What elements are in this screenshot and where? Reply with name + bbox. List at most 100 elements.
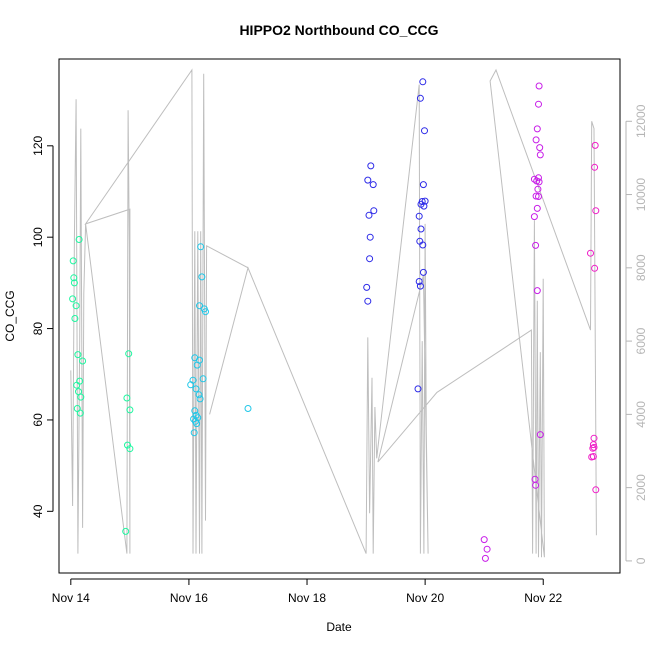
data-point [532, 192, 540, 200]
data-point [419, 181, 427, 189]
data-point [419, 241, 427, 249]
data-point [417, 225, 425, 233]
altitude-series-line [70, 68, 597, 558]
data-point [535, 100, 542, 108]
data-point [192, 385, 200, 393]
y-tick-label: 60 [31, 413, 45, 427]
data-point [419, 268, 427, 276]
data-point [418, 198, 426, 205]
data-point [190, 429, 198, 437]
plot-frame [58, 58, 621, 574]
x-tick-label: Nov 18 [288, 591, 326, 605]
data-point [125, 350, 133, 358]
y2-tick-label: 0 [634, 557, 648, 564]
data-point [591, 264, 599, 272]
data-point [197, 243, 205, 251]
data-point [587, 249, 594, 257]
y-tick-label: 100 [31, 227, 45, 247]
data-point [415, 212, 423, 220]
y2-tick-label: 6000 [634, 327, 648, 354]
data-point [196, 302, 203, 310]
data-point [70, 274, 78, 282]
data-point [534, 185, 542, 193]
data-point [590, 443, 598, 451]
data-point [416, 282, 424, 290]
data-point [592, 207, 600, 215]
data-point [198, 273, 206, 281]
data-point [72, 302, 80, 310]
data-point [535, 178, 543, 186]
data-point [76, 409, 84, 417]
data-point [536, 144, 544, 152]
y-tick-label: 120 [31, 135, 45, 155]
y2-tick-label: 8000 [634, 254, 648, 281]
data-point [367, 162, 375, 170]
data-point [202, 308, 209, 316]
x-tick-label: Nov 14 [52, 591, 90, 605]
data-point [536, 151, 544, 159]
data-point [71, 315, 79, 322]
data-point [199, 375, 207, 383]
data-point [591, 141, 599, 149]
data-point [530, 213, 538, 221]
data-point [589, 453, 597, 460]
data-point [189, 376, 197, 384]
data-point [370, 207, 378, 215]
data-point [415, 278, 423, 285]
data-point [592, 486, 600, 494]
data-point [536, 431, 544, 439]
data-point [69, 257, 77, 265]
data-point [421, 127, 428, 135]
y-axis-label: CO_CCG [3, 290, 17, 341]
chart-title: HIPPO2 Northbound CO_CCG [239, 22, 438, 38]
data-point [416, 94, 424, 102]
data-point [194, 414, 202, 422]
data-point [532, 136, 540, 144]
data-point [124, 441, 131, 449]
data-point [533, 204, 541, 212]
data-point [414, 385, 422, 393]
data-point [532, 241, 540, 249]
y2-tick-label: 10000 [634, 178, 648, 212]
data-point [366, 255, 374, 263]
data-point [533, 287, 541, 295]
x-tick-label: Nov 20 [406, 591, 444, 605]
data-point [363, 283, 371, 291]
data-point [196, 395, 204, 403]
data-point [196, 356, 203, 364]
x-axis: Nov 14 Nov 16 Nov 18 Nov 20 Nov 22 [52, 578, 563, 605]
y2-axis: 0 2000 4000 6000 8000 10000 12000 [625, 104, 648, 564]
altitude-line [70, 68, 597, 558]
data-point [123, 394, 131, 402]
x-tick-label: Nov 16 [170, 591, 208, 605]
data-point [126, 445, 134, 453]
data-point [77, 393, 85, 401]
data-point [244, 405, 252, 412]
data-point [533, 125, 541, 133]
data-point [366, 233, 374, 241]
y-tick-label: 40 [31, 504, 45, 518]
data-point [369, 181, 377, 189]
data-point [589, 444, 597, 452]
y-tick-label: 80 [31, 322, 45, 336]
data-point [589, 441, 597, 449]
data-point [73, 381, 81, 389]
data-point [535, 82, 543, 90]
data-point [75, 236, 83, 243]
data-point [481, 554, 489, 562]
data-point [195, 391, 203, 399]
data-point [591, 163, 599, 171]
data-point [191, 407, 199, 415]
data-point [79, 357, 87, 365]
data-point [69, 295, 77, 303]
data-point [364, 297, 372, 305]
data-point [364, 176, 372, 184]
y2-tick-label: 12000 [634, 104, 648, 138]
x-axis-label: Date [326, 620, 352, 634]
x-tick-label: Nov 22 [524, 591, 562, 605]
y2-tick-label: 4000 [634, 401, 648, 428]
data-point [365, 211, 373, 219]
y-axis: 40 60 80 100 120 [31, 135, 54, 518]
data-point [419, 78, 427, 86]
